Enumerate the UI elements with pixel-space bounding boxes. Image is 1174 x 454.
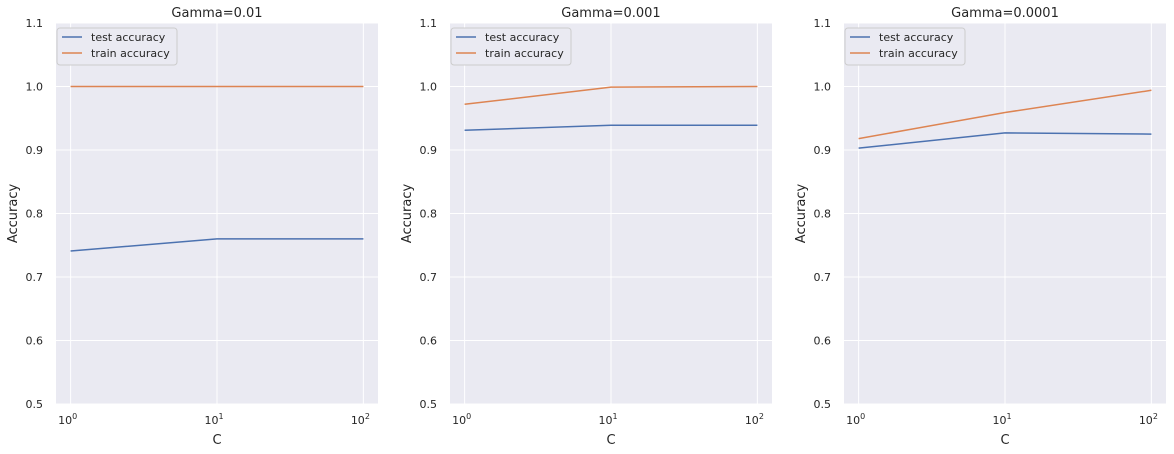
legend-label: train accuracy xyxy=(91,47,170,60)
y-tick-label: 1.1 xyxy=(420,17,438,30)
y-tick-label: 0.5 xyxy=(26,398,44,411)
y-tick-label: 1.0 xyxy=(814,81,832,94)
y-tick-label: 0.8 xyxy=(26,208,44,221)
y-tick-label: 1.0 xyxy=(420,81,438,94)
legend-label: train accuracy xyxy=(879,47,958,60)
legend: test accuracy train accuracy xyxy=(844,27,966,66)
y-axis-label: Accuracy xyxy=(400,184,415,244)
y-axis-label: Accuracy xyxy=(794,184,809,244)
legend-label: test accuracy xyxy=(91,31,166,44)
subplot-3: 0.5 0.6 0.7 0.8 0.9 1.0 1.1 100 101 102 Gamma=0.00… xyxy=(794,6,1166,448)
y-tick-label: 0.6 xyxy=(814,335,832,348)
y-tick-label: 0.9 xyxy=(420,144,438,157)
y-tick-label: 1.0 xyxy=(26,81,44,94)
x-tick-label: 101 xyxy=(992,412,1011,427)
legend-label: train accuracy xyxy=(485,47,564,60)
y-tick-label: 0.9 xyxy=(26,144,44,157)
chart-title: Gamma=0.0001 xyxy=(951,6,1059,21)
y-tick-label: 1.1 xyxy=(814,17,832,30)
x-axis-label: C xyxy=(212,433,221,448)
y-tick-label: 1.1 xyxy=(26,17,44,30)
x-tick-label: 102 xyxy=(1139,412,1158,427)
chart-title: Gamma=0.001 xyxy=(561,6,660,21)
series-line-train-accuracy xyxy=(858,89,1152,140)
y-tick-label: 0.7 xyxy=(420,271,438,284)
legend: test accuracy train accuracy xyxy=(450,27,572,66)
series-line-test-accuracy xyxy=(70,238,364,252)
x-tick-label: 102 xyxy=(745,412,764,427)
y-tick-label: 0.6 xyxy=(420,335,438,348)
series-line-train-accuracy xyxy=(464,85,758,106)
x-tick-label: 101 xyxy=(598,412,617,427)
x-tick-label: 100 xyxy=(452,412,471,427)
x-tick-label: 100 xyxy=(58,412,77,427)
legend-box xyxy=(56,27,178,66)
y-tick-label: 0.5 xyxy=(814,398,832,411)
y-tick-label: 0.7 xyxy=(26,271,44,284)
chart-title: Gamma=0.01 xyxy=(171,6,262,21)
y-tick-label: 0.6 xyxy=(26,335,44,348)
series-line-test-accuracy xyxy=(464,124,758,132)
legend-box xyxy=(844,27,966,66)
y-tick-label: 0.8 xyxy=(814,208,832,221)
y-tick-label: 0.9 xyxy=(814,144,832,157)
subplot-2: 0.5 0.6 0.7 0.8 0.9 1.0 1.1 100 101 102 Gamma=0.00… xyxy=(400,6,772,448)
x-axis-label: C xyxy=(606,433,615,448)
y-tick-label: 0.7 xyxy=(814,271,832,284)
y-tick-label: 0.5 xyxy=(420,398,438,411)
y-axis-label: Accuracy xyxy=(6,184,21,244)
x-tick-label: 101 xyxy=(204,412,223,427)
legend-label: test accuracy xyxy=(485,31,560,44)
series-line-test-accuracy xyxy=(858,132,1152,149)
legend-label: test accuracy xyxy=(879,31,954,44)
x-axis-label: C xyxy=(1000,433,1009,448)
x-tick-label: 102 xyxy=(351,412,370,427)
legend-box xyxy=(450,27,572,66)
x-tick-label: 100 xyxy=(846,412,865,427)
subplot-1: 0.5 0.6 0.7 0.8 0.9 1.0 1.1 100 101 102 Gamma=0.01… xyxy=(6,6,378,448)
legend: test accuracy train accuracy xyxy=(56,27,178,66)
y-tick-label: 0.8 xyxy=(420,208,438,221)
